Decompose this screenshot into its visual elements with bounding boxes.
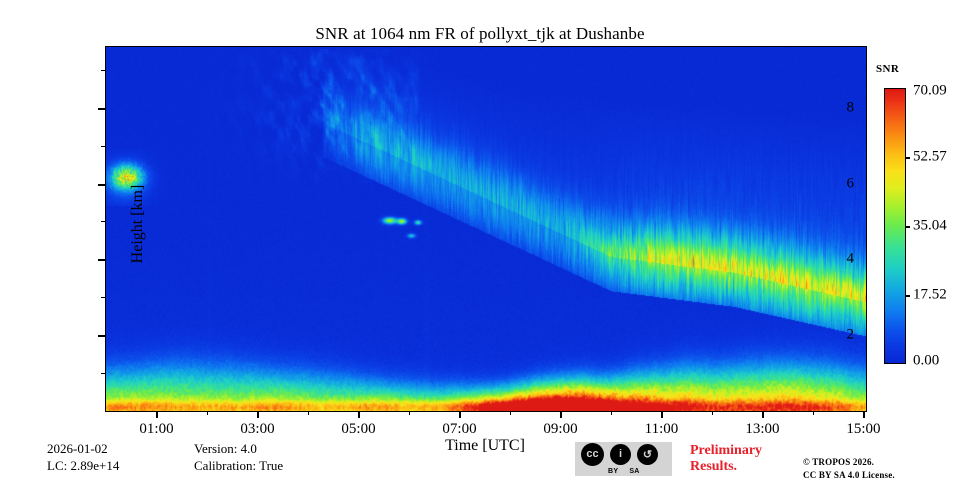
colorbar-tick-mark bbox=[905, 294, 910, 297]
preliminary-line-2: Results. bbox=[690, 459, 738, 475]
x-axis-label: Time [UTC] bbox=[445, 437, 525, 454]
colorbar-title: SNR bbox=[876, 63, 900, 75]
cc-sa-label: SA bbox=[629, 467, 640, 475]
x-tick-label: 07:00 bbox=[442, 421, 477, 437]
x-tick-label: 15:00 bbox=[846, 421, 881, 437]
x-tick-mark bbox=[863, 411, 866, 418]
y-minor-tick-mark bbox=[101, 69, 106, 71]
x-minor-tick-mark bbox=[711, 411, 713, 415]
colorbar-tick-label: 52.57 bbox=[913, 148, 947, 165]
colorbar-tick-label: 0.00 bbox=[913, 352, 940, 369]
footer-calibration: Calibration: True bbox=[194, 458, 284, 473]
cc-badge-sublabels: BY SA bbox=[575, 466, 672, 476]
x-minor-tick-mark bbox=[408, 411, 410, 415]
y-tick-mark bbox=[98, 335, 106, 338]
x-tick-mark bbox=[358, 411, 361, 418]
cc-by-person-icon: i bbox=[610, 443, 631, 465]
copyright-line-2: CC BY SA 4.0 License. bbox=[803, 470, 895, 481]
y-tick-label: 4 bbox=[846, 250, 855, 267]
x-tick-label: 13:00 bbox=[745, 421, 780, 437]
footer-version: Version: 4.0 bbox=[194, 441, 257, 456]
x-tick-mark bbox=[156, 411, 159, 418]
colorbar[interactable]: 70.09 52.57 35.04 17.52 0.00 bbox=[884, 83, 947, 369]
copyright-line-1: © TROPOS 2026. bbox=[803, 457, 875, 467]
cc-badge-icons: cc i ↺ bbox=[575, 442, 672, 466]
y-tick-label: 8 bbox=[846, 99, 855, 116]
footer-date: 2026-01-02 bbox=[47, 441, 108, 456]
y-tick-mark bbox=[98, 259, 106, 262]
lidar-quicklook-figure: SNR at 1064 nm FR of pollyxt_tjk at Dush… bbox=[47, 24, 947, 482]
x-tick-label: 05:00 bbox=[341, 421, 376, 437]
x-tick-mark bbox=[762, 411, 765, 418]
x-tick-label: 11:00 bbox=[644, 421, 679, 437]
preliminary-results-notice: Preliminary Results. bbox=[690, 443, 762, 475]
colorbar-tick-mark bbox=[905, 157, 910, 160]
y-tick-label: 6 bbox=[846, 175, 855, 191]
y-tick-label: 2 bbox=[846, 326, 855, 343]
colorbar-tick-label: 17.52 bbox=[913, 286, 947, 302]
y-minor-tick-mark bbox=[101, 373, 106, 375]
colorbar-canvas bbox=[885, 89, 905, 363]
cc-by-label: BY bbox=[608, 467, 619, 475]
colorbar-tick-mark bbox=[905, 226, 910, 229]
creative-commons-badge-icon[interactable]: cc i ↺ BY SA bbox=[575, 442, 672, 476]
footer-lidar-const: LC: 2.89e+14 bbox=[47, 458, 120, 473]
x-tick-mark bbox=[459, 411, 462, 418]
x-tick-mark bbox=[257, 411, 260, 418]
cc-sa-share-alike-icon: ↺ bbox=[637, 443, 658, 465]
cc-icon: cc bbox=[581, 442, 604, 466]
colorbar-tick-label: 70.09 bbox=[913, 82, 947, 99]
colorbar-tick-label: 35.04 bbox=[913, 217, 947, 234]
y-tick-mark bbox=[98, 107, 106, 110]
x-minor-tick-mark bbox=[610, 411, 612, 415]
y-minor-tick-mark bbox=[101, 145, 106, 147]
x-minor-tick-mark bbox=[509, 411, 511, 415]
page-title: SNR at 1064 nm FR of pollyxt_tjk at Dush… bbox=[315, 24, 645, 43]
x-tick-label: 03:00 bbox=[240, 421, 275, 437]
y-minor-tick-mark bbox=[101, 297, 106, 299]
y-minor-tick-mark bbox=[101, 221, 106, 223]
x-minor-tick-mark bbox=[206, 411, 208, 415]
x-tick-mark bbox=[661, 411, 664, 418]
preliminary-line-1: Preliminary bbox=[690, 443, 763, 458]
y-tick-mark bbox=[98, 183, 106, 186]
x-tick-label: 09:00 bbox=[543, 421, 578, 437]
x-minor-tick-mark bbox=[812, 411, 814, 415]
heatmap-canvas bbox=[106, 47, 866, 411]
x-tick-mark bbox=[560, 411, 563, 418]
x-minor-tick-mark bbox=[307, 411, 309, 415]
copyright-notice: © TROPOS 2026. CC BY SA 4.0 License. bbox=[803, 456, 895, 482]
x-tick-label: 01:00 bbox=[139, 421, 174, 437]
